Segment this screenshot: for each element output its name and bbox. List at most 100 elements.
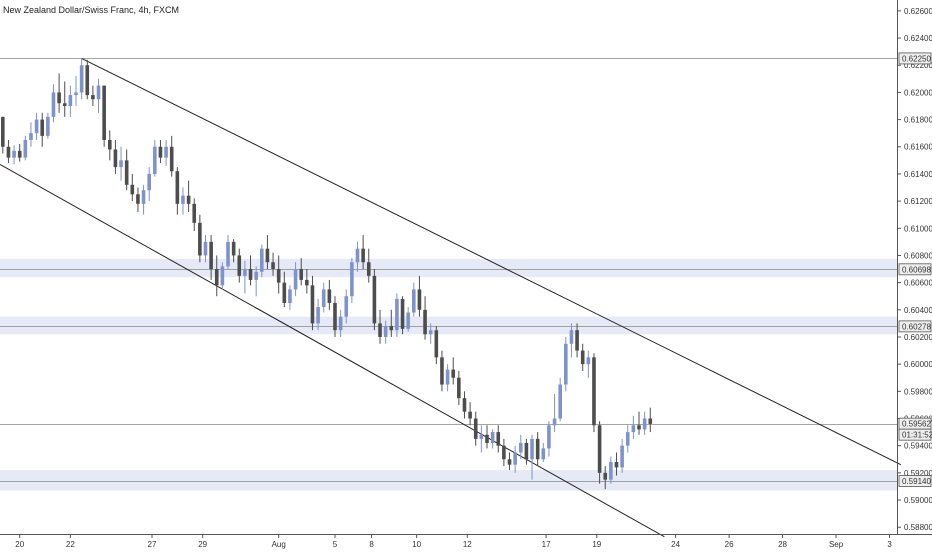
candle[interactable] — [282, 271, 287, 308]
candle[interactable] — [293, 262, 298, 297]
candle[interactable] — [524, 438, 529, 465]
candle[interactable] — [226, 235, 230, 270]
candle[interactable] — [91, 85, 95, 106]
candle[interactable] — [417, 275, 422, 317]
candle[interactable] — [423, 296, 427, 340]
candle[interactable] — [186, 180, 191, 212]
candle[interactable] — [547, 421, 551, 457]
candle[interactable] — [119, 146, 123, 181]
candle[interactable] — [344, 289, 349, 324]
candle[interactable] — [355, 241, 360, 272]
candle[interactable] — [389, 309, 394, 337]
candle[interactable] — [124, 149, 129, 191]
candle[interactable] — [271, 252, 275, 276]
candle[interactable] — [102, 85, 106, 147]
candle[interactable] — [85, 59, 90, 100]
candle[interactable] — [243, 260, 247, 294]
candle[interactable] — [136, 187, 140, 212]
candle[interactable] — [614, 452, 619, 476]
candle[interactable] — [541, 442, 546, 462]
candle[interactable] — [203, 235, 208, 263]
candle[interactable] — [383, 320, 388, 344]
candle[interactable] — [564, 336, 568, 392]
candle[interactable] — [254, 266, 258, 297]
candle[interactable] — [507, 452, 512, 471]
candle[interactable] — [603, 466, 608, 490]
candle[interactable] — [209, 235, 213, 280]
candle[interactable] — [147, 167, 151, 202]
channel-line[interactable] — [81, 57, 902, 466]
candle[interactable] — [62, 81, 67, 117]
candle[interactable] — [321, 282, 326, 313]
candle[interactable] — [372, 269, 377, 331]
candle[interactable] — [310, 275, 315, 331]
candle[interactable] — [74, 76, 78, 106]
candle[interactable] — [395, 293, 399, 337]
candle[interactable] — [457, 370, 461, 405]
candle[interactable] — [1, 116, 5, 154]
candle[interactable] — [130, 173, 135, 202]
candle[interactable] — [502, 438, 506, 467]
candle[interactable] — [327, 279, 332, 310]
candle[interactable] — [597, 421, 602, 484]
candle[interactable] — [400, 296, 405, 335]
candle[interactable] — [68, 85, 73, 117]
candle[interactable] — [592, 353, 596, 433]
candle[interactable] — [518, 434, 523, 460]
candle[interactable] — [276, 255, 281, 294]
candle[interactable] — [237, 248, 242, 283]
candle[interactable] — [496, 425, 501, 453]
candle[interactable] — [490, 429, 495, 449]
candle[interactable] — [535, 432, 540, 467]
candle[interactable] — [12, 145, 16, 165]
candle[interactable] — [51, 84, 56, 123]
candle[interactable] — [231, 239, 236, 263]
candle[interactable] — [434, 326, 439, 365]
candle[interactable] — [259, 244, 264, 278]
candle[interactable] — [479, 425, 484, 453]
candle[interactable] — [113, 139, 118, 174]
candle[interactable] — [473, 411, 478, 446]
candle[interactable] — [158, 139, 163, 164]
candle[interactable] — [361, 235, 365, 270]
candle[interactable] — [513, 445, 517, 473]
candle[interactable] — [338, 309, 343, 337]
candle[interactable] — [462, 391, 467, 419]
candle[interactable] — [378, 309, 382, 344]
candle[interactable] — [558, 377, 562, 422]
candle[interactable] — [530, 434, 534, 480]
candle[interactable] — [141, 184, 146, 215]
candle[interactable] — [569, 323, 574, 358]
candle[interactable] — [631, 415, 636, 439]
candle[interactable] — [17, 144, 22, 162]
candle[interactable] — [575, 323, 579, 358]
candle[interactable] — [96, 78, 101, 113]
candle[interactable] — [40, 112, 45, 147]
candle[interactable] — [107, 130, 112, 161]
candle[interactable] — [366, 248, 371, 283]
candle[interactable] — [428, 323, 433, 344]
candle[interactable] — [169, 135, 174, 177]
candle[interactable] — [485, 425, 489, 449]
candle[interactable] — [46, 112, 50, 139]
candle[interactable] — [6, 139, 11, 164]
candle[interactable] — [265, 235, 270, 270]
candle[interactable] — [468, 402, 472, 426]
candle[interactable] — [445, 364, 450, 392]
candle[interactable] — [34, 112, 39, 140]
candle[interactable] — [220, 262, 225, 290]
candle[interactable] — [316, 298, 320, 331]
candle[interactable] — [198, 214, 202, 263]
candle[interactable] — [333, 296, 337, 337]
candle[interactable] — [181, 187, 185, 215]
candle[interactable] — [609, 456, 613, 484]
candle[interactable] — [175, 167, 180, 215]
candle[interactable] — [350, 258, 354, 304]
candle[interactable] — [79, 58, 84, 100]
candle[interactable] — [552, 394, 557, 433]
candle[interactable] — [412, 282, 416, 317]
candle[interactable] — [164, 139, 168, 166]
candle[interactable] — [214, 255, 219, 297]
candle[interactable] — [29, 122, 33, 147]
